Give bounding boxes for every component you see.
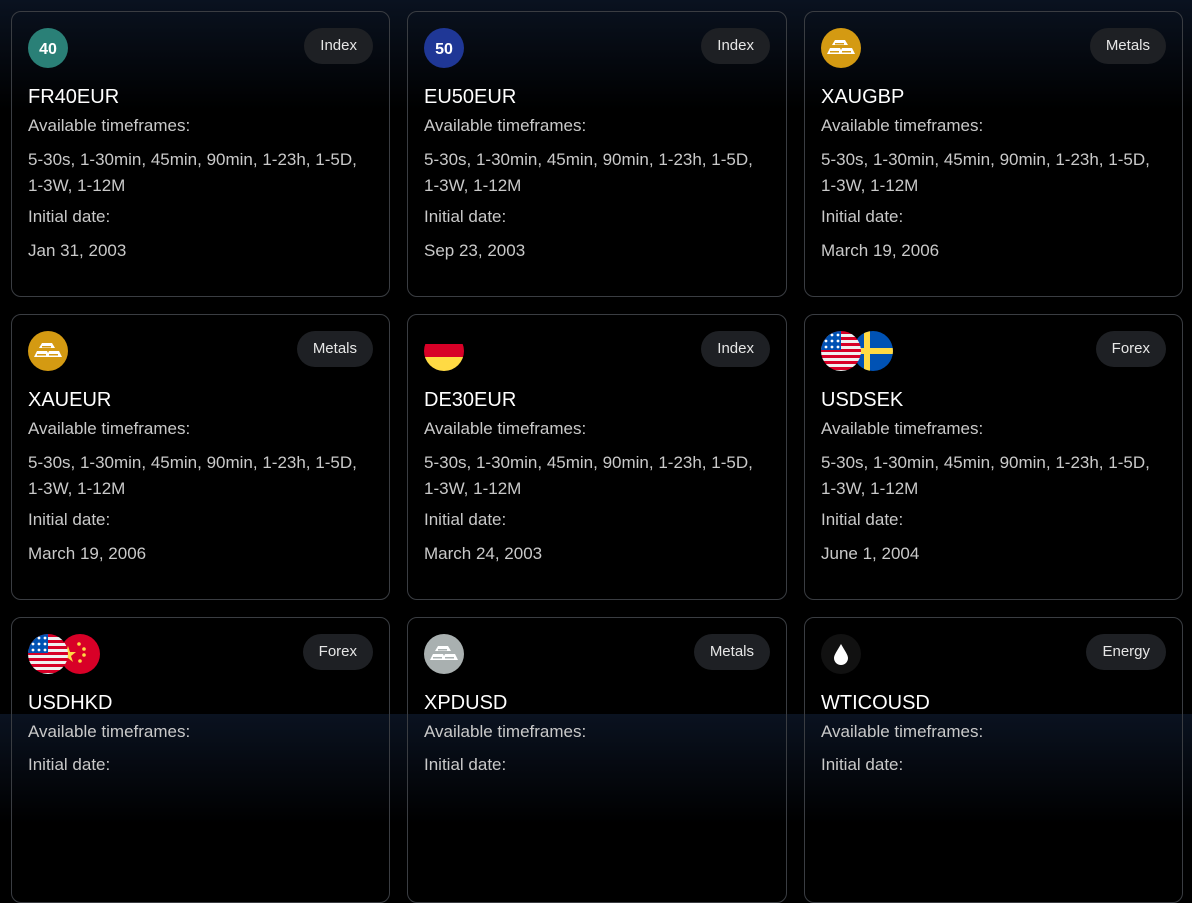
card-header: 50 Index bbox=[424, 28, 770, 68]
initial-date-label: Initial date: bbox=[821, 510, 904, 529]
category-badge: Metals bbox=[296, 331, 373, 367]
initial-date-value: March 19, 2006 bbox=[821, 241, 940, 260]
timeframes-value: 5-30s, 1-30min, 45min, 90min, 1-23h, 1-5… bbox=[28, 453, 357, 498]
card-header: Metals bbox=[28, 331, 373, 371]
germany-flag-icon bbox=[424, 331, 464, 371]
instrument-card-fr40eur[interactable]: 40 Index FR40EUR Available timeframes: 5… bbox=[11, 11, 390, 297]
instrument-card-wticousd[interactable]: Energy WTICOUSD Available timeframes: In… bbox=[804, 617, 1183, 903]
category-badge: Forex bbox=[1095, 331, 1166, 367]
silver-bars-icon bbox=[424, 634, 464, 674]
category-badge: Metals bbox=[1089, 28, 1166, 64]
index-badge-icon: 50 bbox=[424, 28, 464, 68]
initial-date-label: Initial date: bbox=[821, 207, 904, 226]
instrument-symbol: FR40EUR bbox=[28, 86, 120, 108]
instrument-card-xaugbp[interactable]: Metals XAUGBP Available timeframes: 5-30… bbox=[804, 11, 1183, 297]
gold-bars-icon bbox=[28, 331, 68, 371]
instrument-symbol: XAUEUR bbox=[28, 389, 112, 411]
instrument-card-xpdusd[interactable]: Metals XPDUSD Available timeframes: Init… bbox=[407, 617, 787, 903]
category-badge: Energy bbox=[1086, 634, 1166, 670]
card-header: Index bbox=[424, 331, 770, 371]
instrument-symbol: USDHKD bbox=[28, 692, 113, 714]
category-badge: Index bbox=[701, 28, 770, 64]
gold-bars-icon bbox=[821, 28, 861, 68]
timeframes-value: 5-30s, 1-30min, 45min, 90min, 1-23h, 1-5… bbox=[424, 453, 753, 498]
instrument-card-eu50eur[interactable]: 50 Index EU50EUR Available timeframes: 5… bbox=[407, 11, 787, 297]
category-badge: Forex bbox=[302, 634, 373, 670]
initial-date-value: June 1, 2004 bbox=[821, 544, 920, 563]
initial-date-value: March 24, 2003 bbox=[424, 544, 543, 563]
initial-date-label: Initial date: bbox=[424, 207, 507, 226]
instrument-symbol: XPDUSD bbox=[424, 692, 508, 714]
card-header: Metals bbox=[821, 28, 1166, 68]
timeframes-value: 5-30s, 1-30min, 45min, 90min, 1-23h, 1-5… bbox=[821, 150, 1150, 195]
initial-date-value: March 19, 2006 bbox=[28, 544, 147, 563]
instrument-card-de30eur[interactable]: Index DE30EUR Available timeframes: 5-30… bbox=[407, 314, 787, 600]
instrument-grid: 40 Index FR40EUR Available timeframes: 5… bbox=[11, 11, 1183, 903]
initial-date-label: Initial date: bbox=[28, 755, 111, 774]
instrument-card-usdsek[interactable]: Forex USDSEK Available timeframes: 5-30s… bbox=[804, 314, 1183, 600]
category-badge: Index bbox=[304, 28, 373, 64]
category-badge: Index bbox=[701, 331, 770, 367]
index-badge-icon: 40 bbox=[28, 28, 68, 68]
initial-date-label: Initial date: bbox=[28, 510, 111, 529]
card-header: Metals bbox=[424, 634, 770, 674]
timeframes-value: 5-30s, 1-30min, 45min, 90min, 1-23h, 1-5… bbox=[424, 150, 753, 195]
timeframes-label: Available timeframes: bbox=[28, 419, 191, 438]
initial-date-label: Initial date: bbox=[424, 755, 507, 774]
timeframes-label: Available timeframes: bbox=[821, 116, 984, 135]
card-header: Energy bbox=[821, 634, 1166, 674]
us-sweden-flags-icon bbox=[821, 331, 893, 371]
icon-number: 50 bbox=[435, 41, 453, 58]
timeframes-label: Available timeframes: bbox=[28, 722, 191, 741]
initial-date-value: Sep 23, 2003 bbox=[424, 241, 526, 260]
timeframes-value: 5-30s, 1-30min, 45min, 90min, 1-23h, 1-5… bbox=[821, 453, 1150, 498]
instrument-symbol: DE30EUR bbox=[424, 389, 517, 411]
instrument-symbol: WTICOUSD bbox=[821, 692, 930, 714]
instrument-symbol: XAUGBP bbox=[821, 86, 905, 108]
timeframes-value: 5-30s, 1-30min, 45min, 90min, 1-23h, 1-5… bbox=[28, 150, 357, 195]
category-badge: Metals bbox=[693, 634, 770, 670]
timeframes-label: Available timeframes: bbox=[28, 116, 191, 135]
card-header: 40 Index bbox=[28, 28, 373, 68]
us-china-flags-icon bbox=[28, 634, 100, 674]
initial-date-value: Jan 31, 2003 bbox=[28, 241, 127, 260]
instrument-symbol: EU50EUR bbox=[424, 86, 517, 108]
card-header: Forex bbox=[28, 634, 373, 674]
oil-drop-icon bbox=[821, 634, 861, 674]
instrument-card-usdhkd[interactable]: Forex USDHKD Available timeframes: Initi… bbox=[11, 617, 390, 903]
instrument-symbol: USDSEK bbox=[821, 389, 904, 411]
timeframes-label: Available timeframes: bbox=[821, 419, 984, 438]
initial-date-label: Initial date: bbox=[424, 510, 507, 529]
initial-date-label: Initial date: bbox=[28, 207, 111, 226]
timeframes-label: Available timeframes: bbox=[424, 722, 587, 741]
timeframes-label: Available timeframes: bbox=[424, 116, 587, 135]
icon-number: 40 bbox=[39, 41, 57, 58]
initial-date-label: Initial date: bbox=[821, 755, 904, 774]
timeframes-label: Available timeframes: bbox=[821, 722, 984, 741]
instrument-card-xaueur[interactable]: Metals XAUEUR Available timeframes: 5-30… bbox=[11, 314, 390, 600]
timeframes-label: Available timeframes: bbox=[424, 419, 587, 438]
card-header: Forex bbox=[821, 331, 1166, 371]
